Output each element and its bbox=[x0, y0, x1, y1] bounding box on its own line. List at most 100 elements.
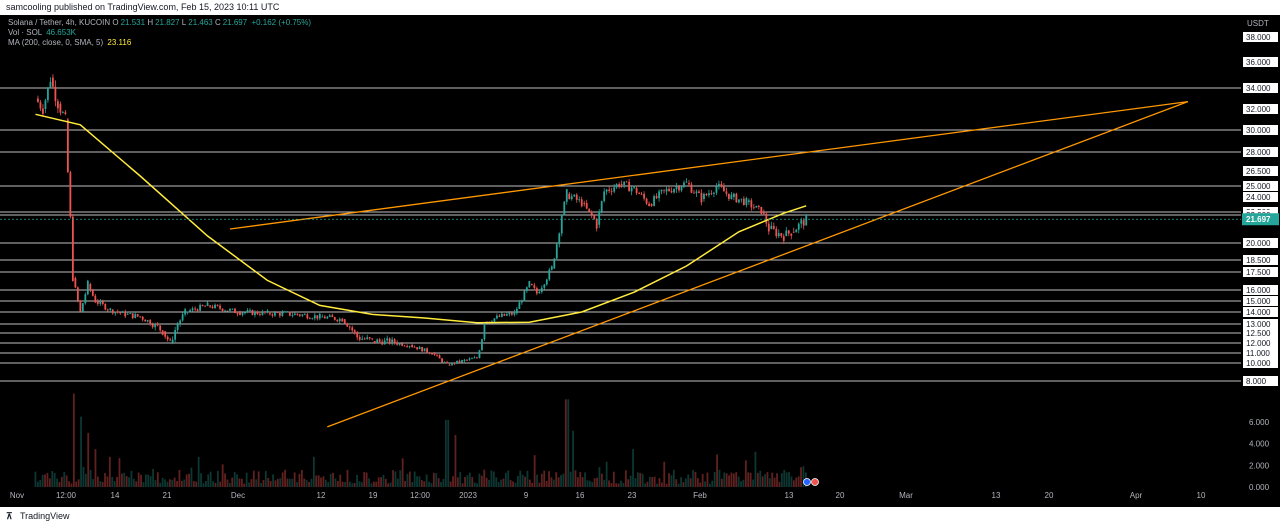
candle-130 bbox=[361, 335, 364, 341]
volume-bar-207 bbox=[531, 482, 534, 487]
volume-bar-104 bbox=[284, 469, 286, 487]
volume-bar-156 bbox=[408, 471, 411, 487]
candle-94 bbox=[271, 313, 274, 318]
candle-292 bbox=[765, 211, 768, 227]
candle-19 bbox=[84, 292, 87, 305]
price-tick-box-13 bbox=[1243, 267, 1278, 277]
candle-230 bbox=[610, 187, 613, 196]
volume-bar-80 bbox=[226, 479, 229, 487]
volume-bar-238 bbox=[605, 461, 608, 487]
volume-bar-263 bbox=[665, 483, 668, 487]
candle-71 bbox=[214, 303, 216, 309]
time-tick-15: Mar bbox=[899, 491, 913, 500]
volume-bar-7 bbox=[51, 470, 54, 487]
volume-bar-54 bbox=[164, 479, 166, 487]
candle-160 bbox=[436, 354, 438, 357]
volume-bar-227 bbox=[579, 472, 582, 487]
legend-symbol: Solana / Tether, 4h, KUCOIN bbox=[8, 18, 111, 27]
volume-bar-197 bbox=[507, 470, 510, 487]
volume-bar-60 bbox=[178, 469, 181, 487]
candle-281 bbox=[737, 199, 740, 204]
volume-bar-183 bbox=[473, 482, 476, 487]
volume-bar-292 bbox=[735, 472, 738, 487]
candle-163 bbox=[443, 361, 446, 364]
candle-96 bbox=[276, 311, 279, 314]
candle-290 bbox=[760, 206, 763, 215]
candle-228 bbox=[605, 188, 608, 195]
volume-bar-81 bbox=[228, 482, 231, 487]
volume-bar-63 bbox=[185, 474, 188, 487]
volume-bar-314 bbox=[788, 471, 790, 487]
volume-bar-30 bbox=[106, 476, 109, 487]
volume-bar-166 bbox=[432, 472, 435, 487]
volume-bar-188 bbox=[485, 477, 488, 487]
candle-266 bbox=[700, 189, 703, 206]
candle-80 bbox=[236, 311, 239, 317]
legend-vol-value: 46.653K bbox=[46, 28, 76, 37]
volume-bar-50 bbox=[154, 480, 157, 487]
candle-119 bbox=[333, 316, 336, 321]
volume-bar-73 bbox=[209, 471, 212, 487]
price-tick-box-17 bbox=[1243, 319, 1278, 329]
price-tick-11: 20.000 bbox=[1246, 239, 1271, 248]
candle-289 bbox=[757, 205, 760, 210]
price-tick-box-4 bbox=[1243, 125, 1278, 135]
volume-bar-225 bbox=[574, 470, 577, 487]
volume-bar-223 bbox=[569, 471, 572, 487]
candle-276 bbox=[725, 187, 728, 197]
candle-189 bbox=[508, 311, 511, 317]
volume-bar-259 bbox=[656, 483, 658, 487]
candle-243 bbox=[643, 191, 645, 201]
legend-c-label: C bbox=[214, 18, 221, 27]
candle-54 bbox=[171, 336, 174, 345]
candle-178 bbox=[481, 338, 483, 351]
legend-symbol-row: Solana / Tether, 4h, KUCOIN O 21.531 H 21.… bbox=[8, 18, 311, 27]
volume-bar-283 bbox=[713, 471, 716, 487]
volume-bar-124 bbox=[332, 472, 334, 487]
volume-bar-134 bbox=[356, 474, 358, 487]
volume-bar-0 bbox=[34, 471, 37, 487]
price-tick-box-3 bbox=[1243, 104, 1278, 114]
candle-226 bbox=[600, 200, 603, 214]
price-tick-box-7 bbox=[1243, 181, 1278, 191]
volume-bar-33 bbox=[113, 481, 116, 487]
volume-bar-241 bbox=[612, 471, 615, 487]
volume-bar-200 bbox=[514, 482, 517, 487]
candle-268 bbox=[705, 193, 708, 197]
candle-172 bbox=[466, 359, 468, 362]
candle-235 bbox=[623, 181, 626, 189]
price-chart[interactable]: USDT 38.000 36.000 34.000 32.000 30.000 28.000… bbox=[0, 15, 1280, 507]
volume-bar-220 bbox=[562, 473, 565, 487]
candle-192 bbox=[515, 306, 518, 316]
chart-panel[interactable]: USDT 38.000 36.000 34.000 32.000 30.000 28.000… bbox=[0, 15, 1280, 507]
volume-bar-4 bbox=[44, 474, 46, 487]
volume-bar-136 bbox=[360, 482, 363, 487]
volume-bar-16 bbox=[72, 393, 75, 487]
candle-302 bbox=[790, 233, 793, 240]
candle-173 bbox=[468, 357, 471, 361]
time-tick-3: 21 bbox=[163, 491, 172, 500]
volume-bar-286 bbox=[720, 478, 723, 487]
candle-127 bbox=[353, 329, 356, 335]
last-price-label: 21.697 bbox=[1246, 215, 1271, 224]
volume-bar-105 bbox=[286, 478, 289, 487]
volume-bar-34 bbox=[116, 476, 118, 487]
candle-249 bbox=[658, 189, 660, 202]
volume-bar-287 bbox=[723, 472, 726, 487]
legend-h-label: H bbox=[147, 18, 154, 27]
volume-bar-164 bbox=[428, 481, 430, 487]
legend-volume-row: Vol · SOL 46.653K bbox=[8, 28, 76, 37]
volume-bar-32 bbox=[111, 477, 114, 487]
volume-bar-244 bbox=[620, 480, 622, 487]
legend-o-label: O bbox=[112, 18, 119, 27]
volume-bar-48 bbox=[149, 476, 152, 487]
candle-55 bbox=[174, 326, 177, 343]
volume-bar-291 bbox=[732, 473, 735, 487]
volume-bar-101 bbox=[276, 478, 279, 487]
candle-156 bbox=[426, 347, 428, 354]
volume-bar-172 bbox=[447, 419, 450, 487]
volume-bar-38 bbox=[125, 476, 128, 487]
volume-bar-84 bbox=[236, 474, 238, 487]
candle-64 bbox=[196, 308, 199, 312]
time-tick-10: 16 bbox=[576, 491, 585, 500]
